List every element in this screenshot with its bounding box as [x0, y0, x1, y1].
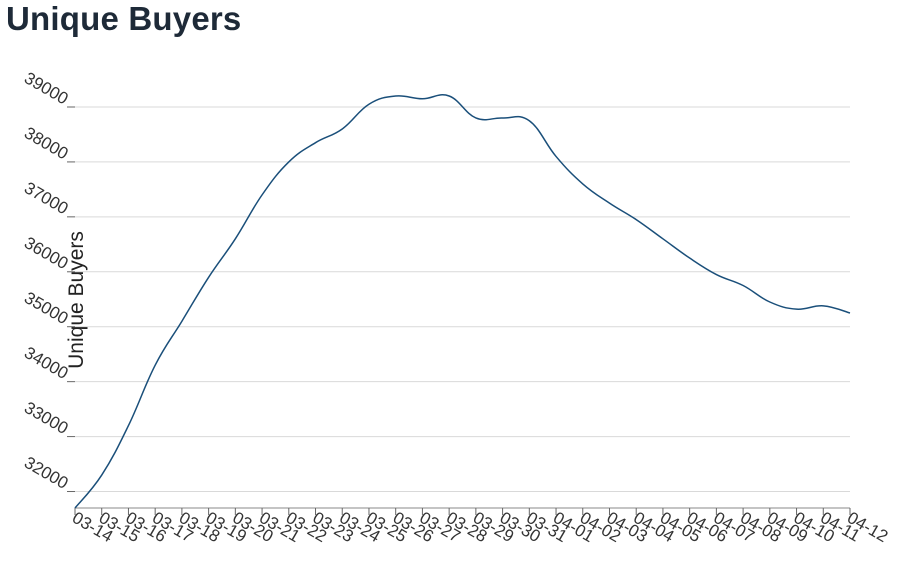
y-tick-label: 39000 — [21, 68, 71, 108]
y-tick-label: 36000 — [21, 233, 71, 273]
y-tick-label: 32000 — [21, 453, 71, 493]
x-axis: 03-1403-1503-1603-1703-1803-1903-2003-21… — [69, 507, 891, 546]
y-tick-label: 37000 — [21, 178, 71, 218]
y-tick-label: 38000 — [21, 123, 71, 163]
gridlines — [75, 106, 850, 493]
y-tick-label: 33000 — [21, 398, 71, 438]
series-line — [74, 94, 851, 509]
y-axis-title: Unique Buyers — [65, 231, 88, 369]
chart-title: Unique Buyers — [6, 0, 242, 37]
y-tick-label: 35000 — [21, 288, 71, 328]
y-tick-label: 34000 — [21, 343, 71, 383]
